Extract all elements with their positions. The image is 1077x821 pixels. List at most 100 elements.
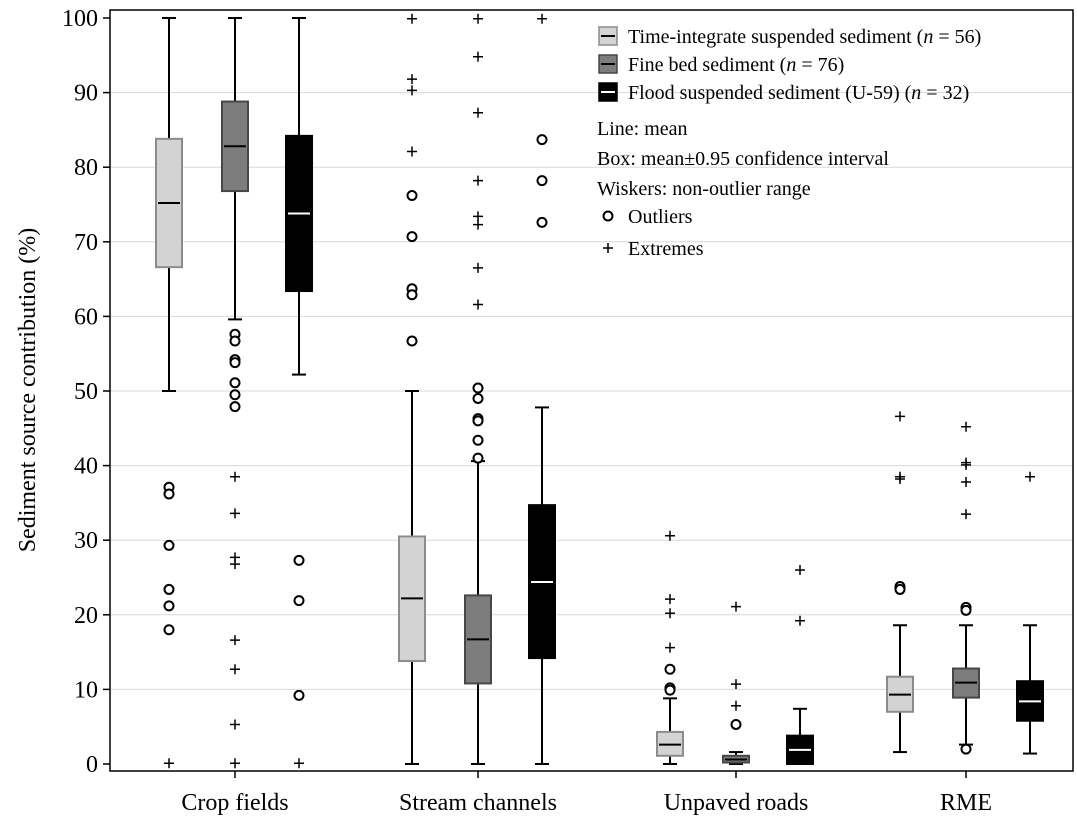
extreme-point bbox=[230, 635, 240, 646]
grid-lines bbox=[110, 92, 1073, 690]
y-axis-label: Sediment source contribution (%) bbox=[15, 228, 41, 553]
x-tick-label: Crop fields bbox=[181, 790, 288, 816]
extreme-point bbox=[665, 642, 675, 653]
extreme-point bbox=[795, 615, 805, 626]
outlier-point bbox=[229, 401, 241, 413]
outlier-point bbox=[536, 175, 548, 187]
extreme-point bbox=[731, 679, 741, 690]
outlier-point bbox=[960, 604, 972, 616]
extreme-point bbox=[230, 719, 240, 730]
legend-symbol-label: Extremes bbox=[628, 238, 704, 260]
extreme-point bbox=[665, 608, 675, 619]
legend-label: Fine bed sediment (n = 76) bbox=[628, 54, 844, 76]
box-group bbox=[155, 17, 183, 769]
extreme-point bbox=[407, 74, 417, 85]
y-tick-label: 70 bbox=[74, 230, 98, 256]
extreme-point bbox=[407, 146, 417, 157]
y-tick-label: 90 bbox=[74, 81, 98, 107]
outlier-point bbox=[472, 392, 484, 404]
legend-note: Wiskers: non-outlier range bbox=[597, 178, 811, 200]
outlier-point bbox=[664, 663, 676, 675]
legend-symbol-item: Outliers bbox=[602, 206, 693, 228]
legend-label: Time-integrate suspended sediment (n = 5… bbox=[628, 26, 981, 48]
extreme-point bbox=[473, 175, 483, 186]
extreme-point bbox=[473, 299, 483, 310]
y-tick-label: 0 bbox=[86, 752, 98, 778]
outlier-point bbox=[229, 377, 241, 389]
extreme-point bbox=[895, 411, 905, 422]
outlier-point bbox=[406, 335, 418, 347]
extreme-point bbox=[473, 262, 483, 273]
y-tick-label: 40 bbox=[74, 454, 98, 480]
legend-label-part: = 76) bbox=[796, 54, 844, 76]
box-group bbox=[786, 565, 814, 765]
x-axis: Crop fields Stream channels Unpaved roads R… bbox=[181, 771, 992, 816]
outlier-point bbox=[163, 600, 175, 612]
outlier-point bbox=[472, 452, 484, 464]
outlier-point bbox=[293, 554, 305, 566]
extreme-point bbox=[731, 601, 741, 612]
box-group bbox=[464, 13, 492, 765]
extreme-point bbox=[537, 13, 547, 24]
box-group bbox=[886, 411, 914, 754]
legend-label-part: n bbox=[911, 82, 921, 104]
extreme-point bbox=[1025, 471, 1035, 482]
outlier-point bbox=[536, 134, 548, 146]
y-tick-label: 80 bbox=[74, 155, 98, 181]
extreme-point bbox=[473, 13, 483, 24]
legend-symbol-label: Outliers bbox=[628, 206, 693, 228]
legend-extreme-symbol bbox=[603, 243, 613, 253]
extreme-point bbox=[473, 219, 483, 230]
legend-label-part: Fine bed sediment ( bbox=[628, 54, 787, 76]
extreme-point bbox=[230, 471, 240, 482]
legend-note: Line: mean bbox=[597, 118, 688, 140]
extreme-point bbox=[164, 758, 174, 769]
extreme-point bbox=[665, 530, 675, 541]
legend-item: Time-integrate suspended sediment (n = 5… bbox=[598, 26, 981, 48]
legend-label-part: n bbox=[923, 26, 933, 48]
box-group bbox=[398, 13, 426, 765]
y-tick-label: 100 bbox=[62, 6, 98, 32]
outlier-point bbox=[730, 718, 742, 730]
outlier-point bbox=[293, 595, 305, 607]
outlier-point bbox=[536, 216, 548, 228]
outlier-point bbox=[472, 382, 484, 394]
extreme-point bbox=[665, 594, 675, 605]
outlier-point bbox=[960, 743, 972, 755]
extreme-point bbox=[473, 107, 483, 118]
legend-label-part: = 32) bbox=[921, 82, 969, 104]
box-group bbox=[528, 13, 556, 765]
x-tick-label: RME bbox=[940, 790, 992, 816]
extreme-point bbox=[230, 508, 240, 519]
outlier-point bbox=[163, 624, 175, 636]
box-group bbox=[722, 601, 750, 765]
legend-label: Flood suspended sediment (U-59) (n = 32) bbox=[628, 82, 969, 104]
outlier-point bbox=[664, 684, 676, 696]
outlier-point bbox=[406, 190, 418, 202]
legend-item: Flood suspended sediment (U-59) (n = 32) bbox=[598, 82, 969, 104]
y-tick-label: 60 bbox=[74, 304, 98, 330]
outlier-point bbox=[229, 335, 241, 347]
box-group bbox=[1016, 471, 1044, 755]
extreme-point bbox=[795, 565, 805, 576]
outlier-point bbox=[406, 231, 418, 243]
legend-outlier-symbol bbox=[602, 210, 614, 222]
y-tick-label: 50 bbox=[74, 379, 98, 405]
plot-area bbox=[155, 13, 1044, 769]
outlier-point bbox=[229, 389, 241, 401]
extreme-point bbox=[961, 421, 971, 432]
outlier-point bbox=[472, 415, 484, 427]
x-tick-label: Stream channels bbox=[399, 790, 557, 816]
extreme-point bbox=[961, 477, 971, 488]
outlier-point bbox=[163, 488, 175, 500]
outlier-point bbox=[894, 583, 906, 595]
box-group bbox=[221, 17, 249, 769]
legend-label-part: Time-integrate suspended sediment ( bbox=[628, 26, 924, 48]
legend-label-part: Flood suspended sediment (U-59) ( bbox=[628, 82, 912, 104]
extreme-point bbox=[230, 664, 240, 675]
outlier-point bbox=[163, 539, 175, 551]
extreme-point bbox=[961, 459, 971, 470]
y-tick-label: 20 bbox=[74, 603, 98, 629]
outlier-point bbox=[293, 689, 305, 701]
legend-item: Fine bed sediment (n = 76) bbox=[598, 54, 844, 76]
